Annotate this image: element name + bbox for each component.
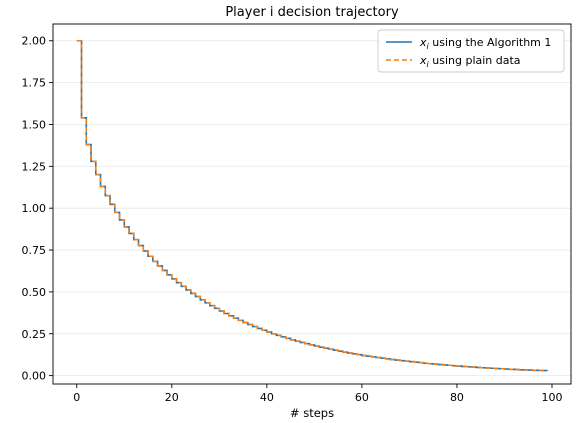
y-tick-label: 1.25 [22,160,47,173]
legend-label-1: xi using the Algorithm 1 [419,36,551,51]
y-tick-label: 1.75 [22,77,47,90]
y-tick-label: 1.50 [22,118,47,131]
y-tick-label: 1.00 [22,202,47,215]
x-tick-label: 20 [165,391,179,404]
legend: xi using the Algorithm 1 xi using plain d… [377,29,565,73]
series-layer [76,39,549,372]
legend-label-2: xi using plain data [419,54,521,69]
y-tick-label: 0.50 [22,286,47,299]
plot-frame [52,23,572,385]
x-tick-label: 0 [73,391,80,404]
x-axis-label: # steps [290,406,334,420]
y-tick-label: 0.25 [22,328,47,341]
y-tick-label: 0.00 [22,370,47,383]
y-tick-label: 2.00 [22,35,47,48]
x-tick-label: 40 [260,391,274,404]
grid [53,40,571,377]
chart-title: Player i decision trajectory [225,5,399,20]
legend-box [377,29,565,73]
y-tick-label: 0.75 [22,244,47,257]
x-tick-label: 100 [541,391,562,404]
y-axis: 0.00 0.25 0.50 0.75 1.00 1.25 1.50 1.75 2.00 [22,35,53,383]
x-tick-label: 80 [450,391,464,404]
x-axis: 0 20 40 60 80 100 [73,384,562,404]
x-tick-label: 60 [355,391,369,404]
series-line-2 [76,39,549,372]
